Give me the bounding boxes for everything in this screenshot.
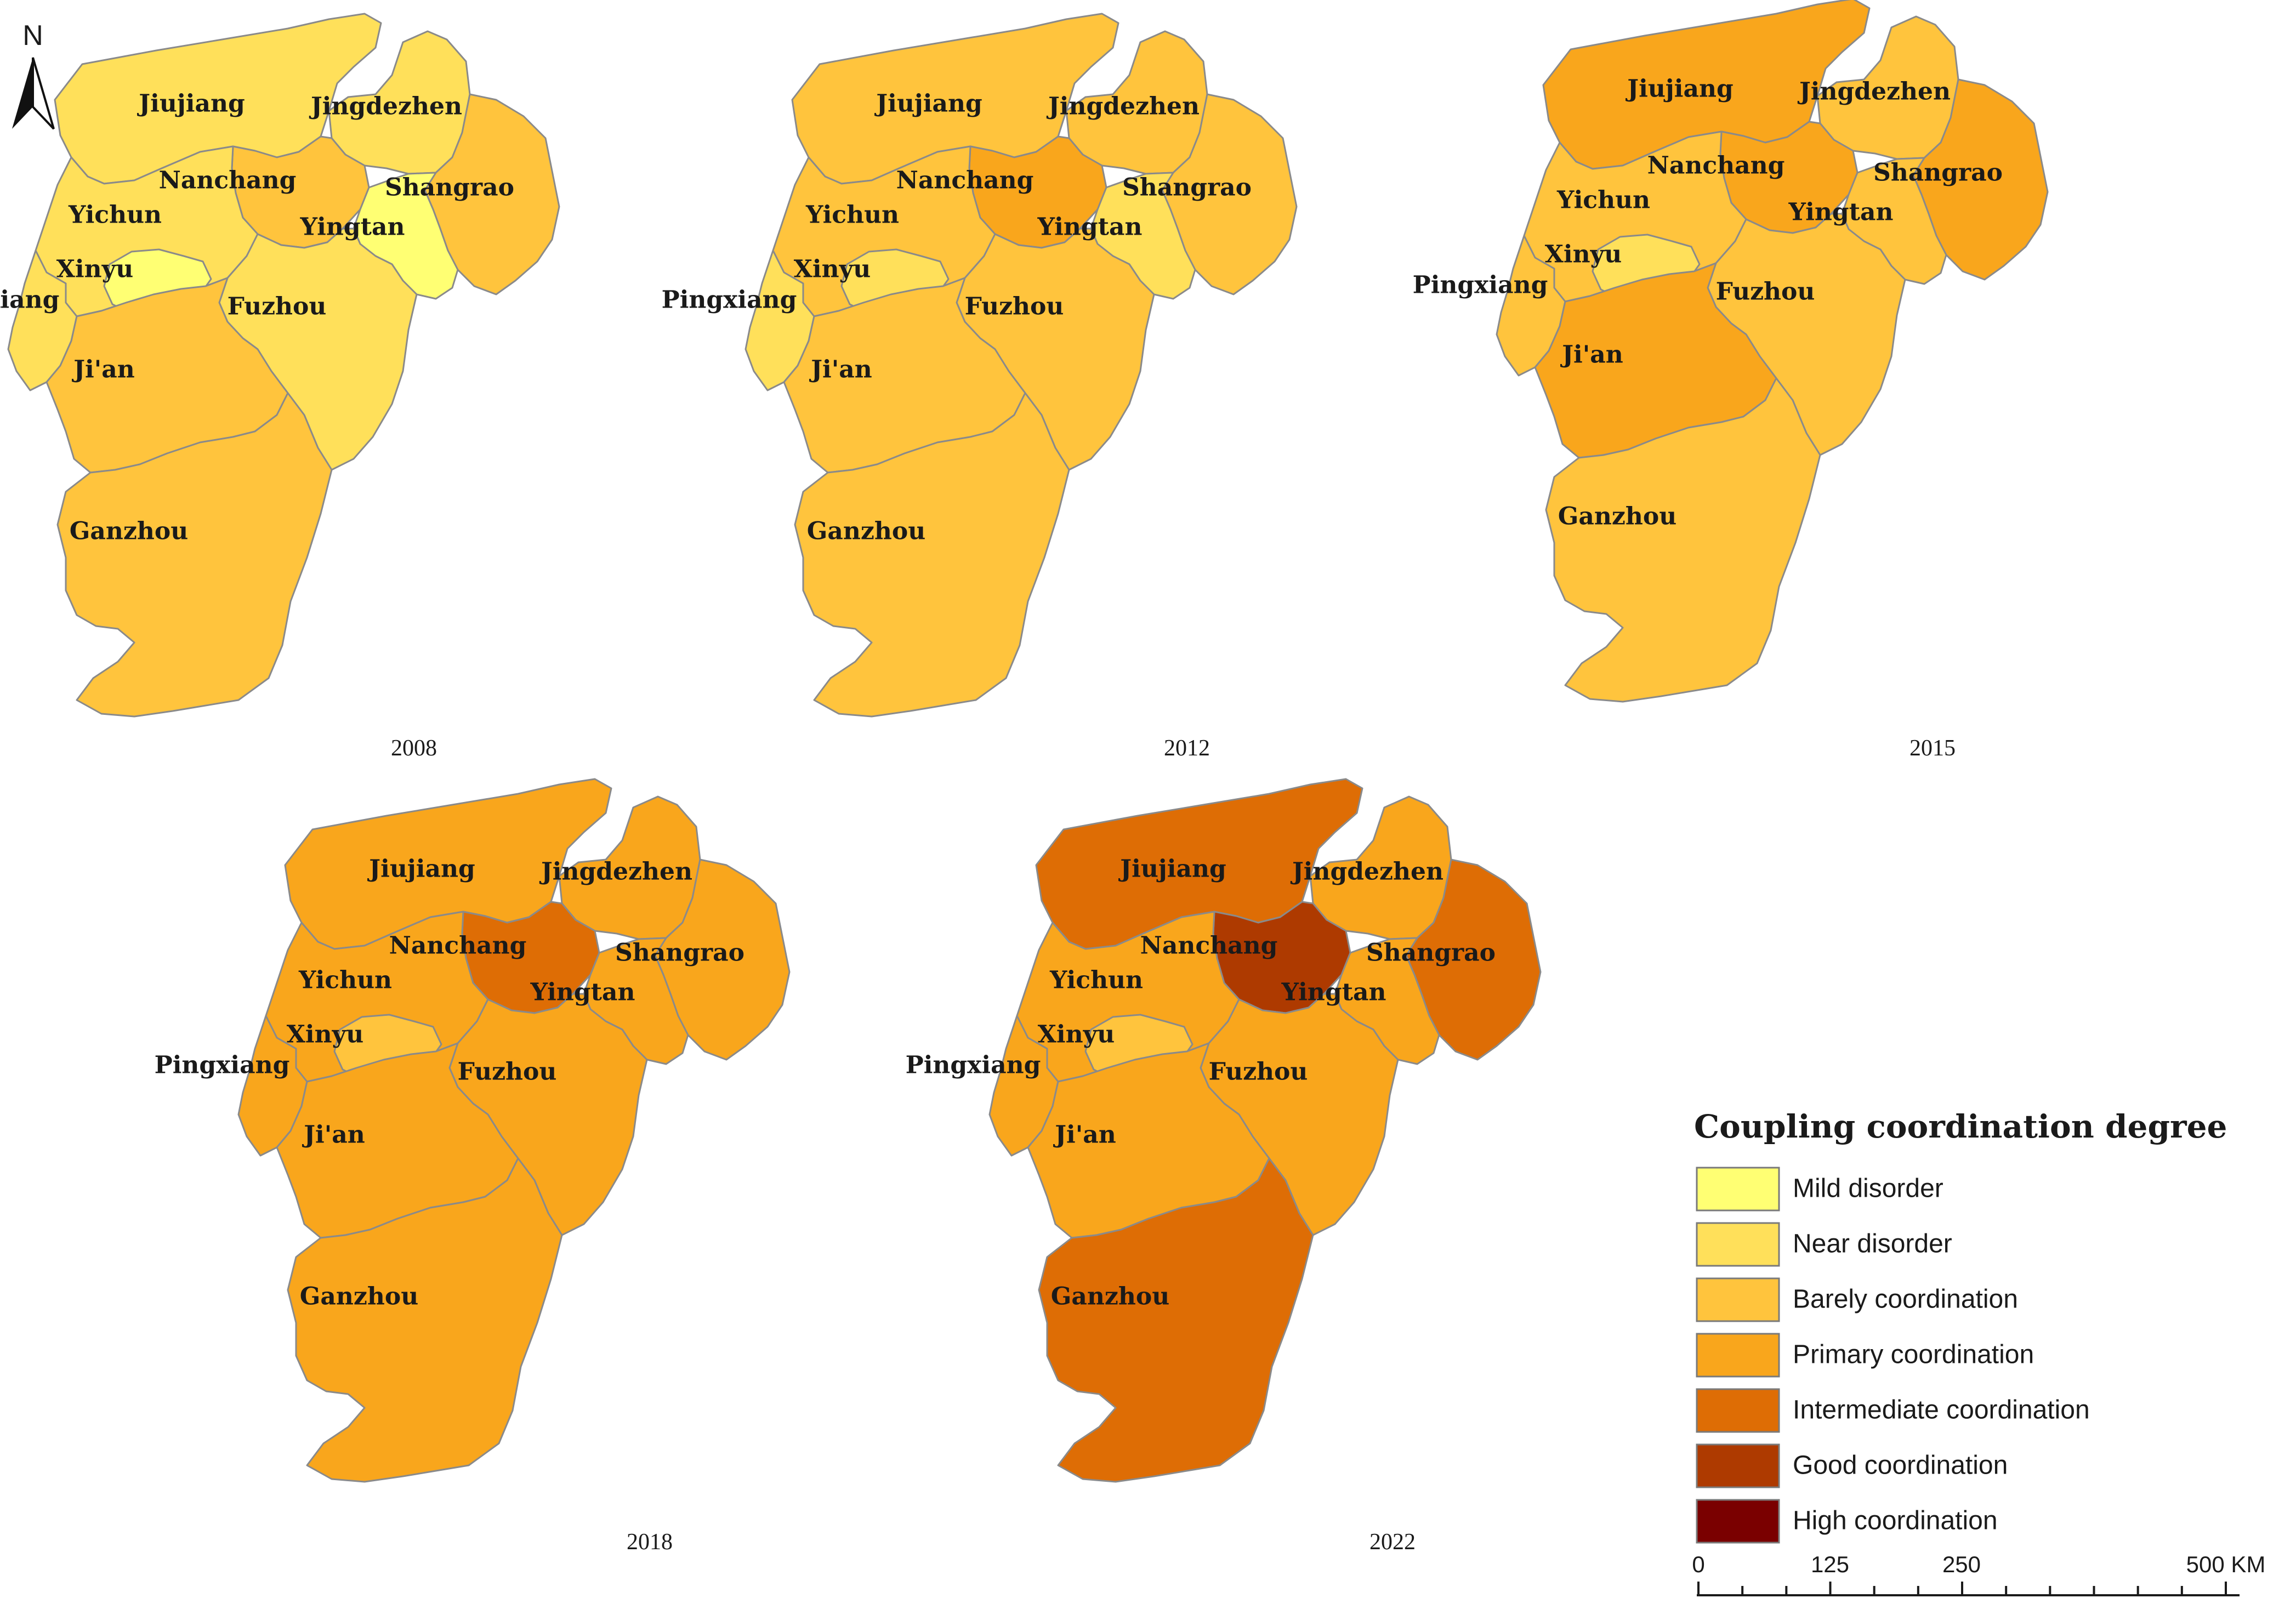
- legend-swatch-mild: [1696, 1167, 1780, 1212]
- city-label-ganzhou-2012: Ganzhou: [807, 518, 925, 545]
- city-label-shangrao-2022: Shangrao: [1366, 939, 1496, 967]
- city-label-yingtan-2015: Yingtan: [1788, 198, 1894, 226]
- scale-label-250: 250: [1942, 1551, 1981, 1577]
- city-label-jingdezhen-2018: Jingdezhen: [539, 858, 692, 886]
- city-label-yingtan-2018: Yingtan: [530, 979, 635, 1006]
- city-label-xinyu-2022: Xinyu: [1038, 1021, 1115, 1049]
- city-label-jiujiang-2022: Jiujiang: [1118, 855, 1226, 883]
- city-label-jingdezhen-2012: Jingdezhen: [1046, 93, 1200, 121]
- legend-label-high: High coordination: [1793, 1506, 1998, 1536]
- city-label-shangrao-2018: Shangrao: [615, 939, 745, 967]
- legend-swatch-near: [1696, 1222, 1780, 1267]
- legend-label-barely: Barely coordination: [1793, 1285, 2018, 1314]
- city-label-yichun-2012: Yichun: [805, 201, 899, 229]
- legend-swatch-primary: [1696, 1333, 1780, 1378]
- city-label-yichun-2015: Yichun: [1556, 186, 1650, 214]
- city-label-yingtan-2012: Yingtan: [1037, 213, 1143, 241]
- scale-bar: 0 125 250 500 KM: [1692, 1551, 2266, 1596]
- city-label-xinyu-2018: Xinyu: [287, 1021, 363, 1049]
- map-panel-2012: Jiujiang Jingdezhen Nanchang Shangrao Yichun…: [662, 13, 1298, 718]
- city-label-nanchang-2012: Nanchang: [896, 167, 1034, 195]
- city-label-jian-2008: Ji'an: [71, 356, 135, 384]
- legend-swatch-good: [1696, 1443, 1780, 1488]
- city-label-yichun-2018: Yichun: [298, 966, 392, 994]
- city-label-jian-2012: Ji'an: [809, 356, 872, 384]
- city-label-fuzhou-2012: Fuzhou: [965, 293, 1064, 321]
- region-ganzhou-2008: [56, 392, 333, 718]
- map-panel-2015: Jiujiang Jingdezhen Nanchang Shangrao Yichun…: [1413, 0, 2049, 703]
- scale-label-0: 0: [1692, 1551, 1704, 1577]
- city-label-jian-2022: Ji'an: [1053, 1121, 1116, 1149]
- year-label-2018: 2018: [627, 1529, 673, 1555]
- legend-label-good: Good coordination: [1793, 1451, 2008, 1480]
- year-label-2008: 2008: [391, 736, 437, 761]
- legend-title: Coupling coordination degree: [1694, 1108, 2227, 1145]
- city-label-fuzhou-2018: Fuzhou: [458, 1058, 557, 1086]
- city-label-fuzhou-2022: Fuzhou: [1209, 1058, 1308, 1086]
- scale-label-500: 500 KM: [2186, 1551, 2266, 1577]
- legend-label-intermediate: Intermediate coordination: [1793, 1396, 2090, 1425]
- city-label-ganzhou-2018: Ganzhou: [300, 1283, 418, 1311]
- north-arrow: N: [12, 20, 55, 130]
- map-panels: Jiujiang Jingdezhen Nanchang Shangrao Yichun…: [0, 0, 2049, 1555]
- legend: Coupling coordination degree Mild disord…: [1694, 1108, 2227, 1544]
- north-arrow-label: N: [22, 20, 43, 52]
- map-panel-2008: Jiujiang Jingdezhen Nanchang Shangrao Yichun…: [0, 13, 560, 718]
- legend-swatch-high: [1696, 1499, 1780, 1544]
- city-label-yichun-2008: Yichun: [68, 201, 162, 229]
- city-label-pingxiang-2015: Pingxiang: [1413, 271, 1548, 299]
- legend-label-near: Near disorder: [1793, 1230, 1952, 1259]
- city-label-jian-2018: Ji'an: [302, 1121, 365, 1149]
- region-ganzhou-2018: [287, 1157, 563, 1483]
- city-label-jingdezhen-2022: Jingdezhen: [1290, 858, 1443, 886]
- city-label-ganzhou-2008: Ganzhou: [70, 518, 188, 545]
- city-label-fuzhou-2008: Fuzhou: [228, 293, 327, 321]
- city-label-xinyu-2015: Xinyu: [1545, 241, 1622, 269]
- city-label-jingdezhen-2008: Jingdezhen: [309, 93, 462, 121]
- year-label-2022: 2022: [1369, 1529, 1416, 1555]
- city-label-shangrao-2012: Shangrao: [1122, 174, 1252, 202]
- city-label-nanchang-2022: Nanchang: [1140, 932, 1278, 960]
- city-label-pingxiang-2022: Pingxiang: [906, 1051, 1041, 1079]
- city-label-yingtan-2022: Yingtan: [1281, 979, 1386, 1006]
- city-label-xinyu-2012: Xinyu: [794, 255, 871, 283]
- city-label-jingdezhen-2015: Jingdezhen: [1797, 78, 1951, 106]
- city-label-jiujiang-2018: Jiujiang: [367, 855, 475, 883]
- city-label-shangrao-2015: Shangrao: [1873, 159, 2003, 187]
- city-label-pingxiang-2012: Pingxiang: [662, 286, 797, 314]
- city-label-ganzhou-2015: Ganzhou: [1558, 503, 1676, 531]
- city-label-nanchang-2018: Nanchang: [389, 932, 527, 960]
- city-label-nanchang-2015: Nanchang: [1647, 152, 1785, 180]
- region-ganzhou-2022: [1038, 1157, 1314, 1483]
- map-panel-2018: Jiujiang Jingdezhen Nanchang Shangrao Yichun…: [155, 778, 791, 1483]
- legend-swatch-intermediate: [1696, 1388, 1780, 1433]
- city-label-nanchang-2008: Nanchang: [159, 167, 297, 195]
- city-label-shangrao-2008: Shangrao: [385, 174, 514, 202]
- city-label-fuzhou-2015: Fuzhou: [1716, 278, 1815, 306]
- city-label-jian-2015: Ji'an: [1560, 341, 1623, 369]
- year-label-2015: 2015: [1909, 736, 1956, 761]
- city-label-ganzhou-2022: Ganzhou: [1051, 1283, 1169, 1311]
- legend-swatch-barely: [1696, 1277, 1780, 1322]
- legend-label-mild: Mild disorder: [1793, 1174, 1943, 1203]
- north-arrow-icon: [12, 58, 33, 129]
- city-label-jiujiang-2008: Jiujiang: [137, 90, 245, 118]
- region-ganzhou-2015: [1545, 377, 1821, 703]
- city-label-xinyu-2008: Xinyu: [56, 255, 133, 283]
- city-label-pingxiang-2008: Pingxiang: [0, 286, 59, 314]
- city-label-yingtan-2008: Yingtan: [300, 213, 405, 241]
- city-label-jiujiang-2012: Jiujiang: [874, 90, 982, 118]
- city-label-pingxiang-2018: Pingxiang: [155, 1051, 290, 1079]
- city-label-yichun-2022: Yichun: [1049, 966, 1143, 994]
- legend-label-primary: Primary coordination: [1793, 1340, 2034, 1369]
- map-panel-2022: Jiujiang Jingdezhen Nanchang Shangrao Yichun…: [906, 778, 1542, 1483]
- legend-items: Mild disorder Near disorder Barely coordin…: [1696, 1167, 2090, 1544]
- year-label-2012: 2012: [1164, 736, 1210, 761]
- city-label-jiujiang-2015: Jiujiang: [1625, 75, 1733, 103]
- scale-label-125: 125: [1811, 1551, 1849, 1577]
- region-ganzhou-2012: [794, 392, 1070, 718]
